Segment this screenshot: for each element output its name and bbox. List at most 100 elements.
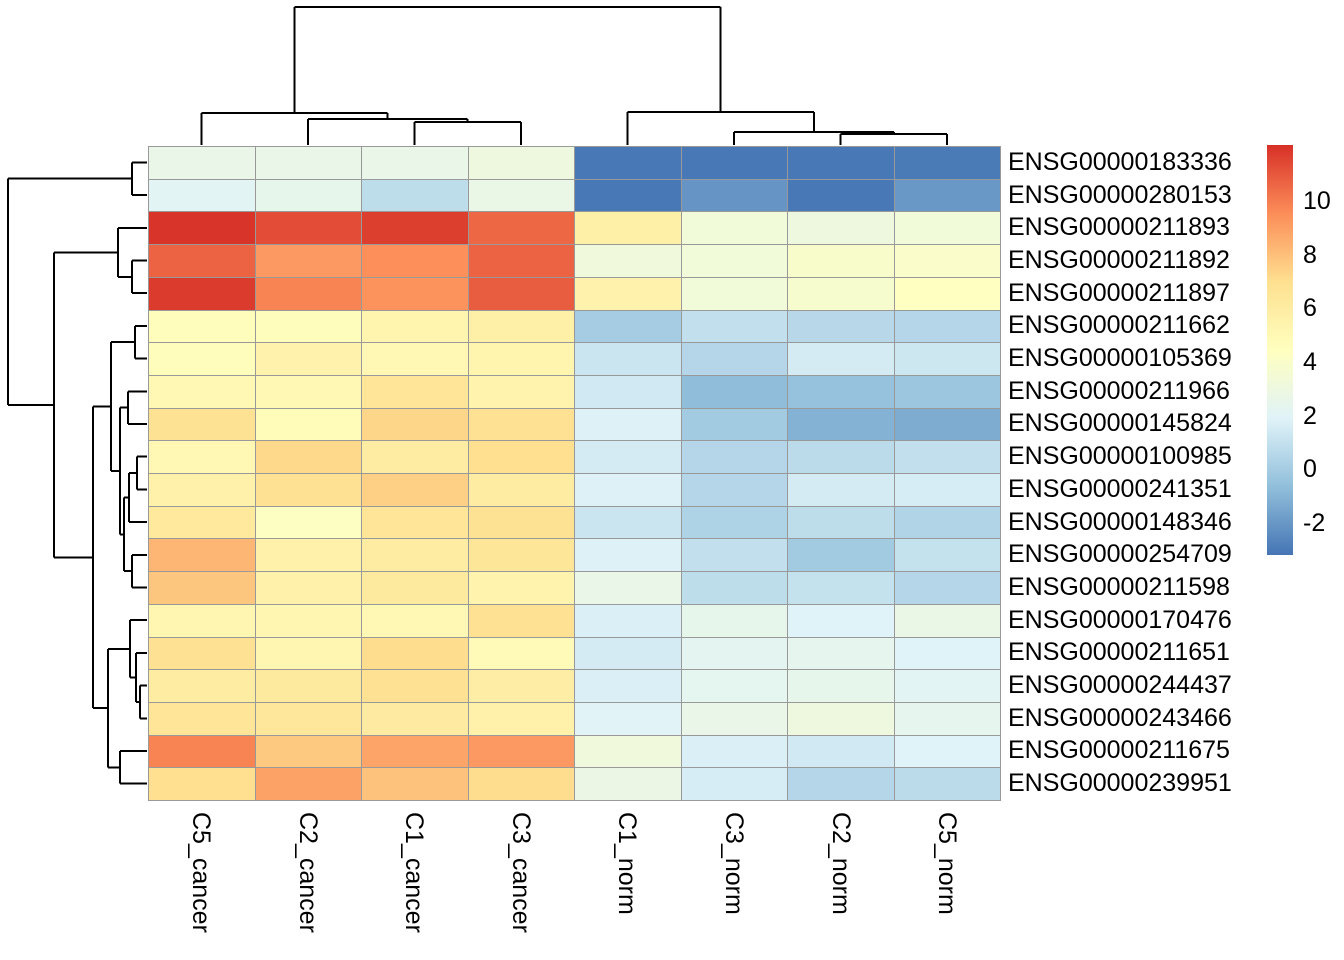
heatmap-cell xyxy=(469,376,574,408)
heatmap-cell xyxy=(788,147,894,179)
row-label: ENSG00000211892 xyxy=(1008,246,1230,274)
heatmap-cell xyxy=(362,670,468,702)
heatmap-grid xyxy=(148,146,1001,801)
row-label: ENSG00000183336 xyxy=(1008,148,1232,176)
column-label: C1_norm xyxy=(613,812,641,915)
heatmap-cell xyxy=(682,376,787,408)
heatmap-cell xyxy=(149,474,255,506)
heatmap-cell xyxy=(895,245,1000,277)
heatmap-cell xyxy=(469,245,574,277)
heatmap-cell xyxy=(682,768,787,800)
heatmap-cell xyxy=(149,409,255,440)
heatmap-cell xyxy=(682,311,787,342)
heatmap-cell xyxy=(575,409,681,440)
row-label: ENSG00000211893 xyxy=(1008,213,1230,241)
heatmap-cell xyxy=(362,376,468,408)
heatmap-cell xyxy=(362,638,468,669)
heatmap-cell xyxy=(788,507,894,538)
row-label: ENSG00000241351 xyxy=(1008,475,1232,503)
heatmap-cell xyxy=(788,441,894,473)
heatmap-cell xyxy=(788,768,894,800)
heatmap-cell xyxy=(788,670,894,702)
heatmap-cell xyxy=(149,212,255,244)
heatmap-cell xyxy=(788,539,894,571)
row-label: ENSG00000211662 xyxy=(1008,311,1230,339)
heatmap-cell xyxy=(788,245,894,277)
heatmap-cell xyxy=(575,638,681,669)
heatmap-cell xyxy=(149,670,255,702)
heatmap-cell xyxy=(575,703,681,735)
heatmap-cell xyxy=(149,311,255,342)
legend-tick-label: 4 xyxy=(1303,348,1317,376)
heatmap-cell xyxy=(895,703,1000,735)
legend-tick-label: 8 xyxy=(1303,241,1317,269)
heatmap-cell xyxy=(575,768,681,800)
heatmap-cell xyxy=(788,376,894,408)
heatmap-cell xyxy=(575,441,681,473)
heatmap-cell xyxy=(575,507,681,538)
heatmap-cell xyxy=(149,180,255,211)
heatmap-cell xyxy=(256,212,361,244)
heatmap-cell xyxy=(895,409,1000,440)
heatmap-cell xyxy=(682,670,787,702)
heatmap-cell xyxy=(469,539,574,571)
heatmap-cell xyxy=(256,638,361,669)
heatmap-cell xyxy=(575,376,681,408)
column-label: C2_norm xyxy=(827,812,855,915)
row-label: ENSG00000148346 xyxy=(1008,508,1232,536)
heatmap-cell xyxy=(682,703,787,735)
heatmap-cell xyxy=(575,539,681,571)
heatmap-cell xyxy=(469,311,574,342)
row-label: ENSG00000170476 xyxy=(1008,606,1232,634)
heatmap-cell xyxy=(895,278,1000,310)
column-dendrogram xyxy=(200,6,949,145)
heatmap-cell xyxy=(469,278,574,310)
heatmap-cell xyxy=(895,311,1000,342)
heatmap-cell xyxy=(362,180,468,211)
heatmap-cell xyxy=(469,441,574,473)
heatmap-cell xyxy=(362,539,468,571)
heatmap-cell xyxy=(788,572,894,604)
heatmap-cell xyxy=(682,441,787,473)
column-label: C3_norm xyxy=(720,812,748,915)
heatmap-cell xyxy=(256,147,361,179)
heatmap-cell xyxy=(149,343,255,375)
heatmap-cell xyxy=(362,507,468,538)
heatmap-cell xyxy=(469,768,574,800)
heatmap-cell xyxy=(362,703,468,735)
heatmap-cell xyxy=(788,212,894,244)
heatmap-cell xyxy=(788,638,894,669)
heatmap-cell xyxy=(682,736,787,767)
row-label: ENSG00000211598 xyxy=(1008,573,1230,601)
heatmap-cell xyxy=(682,605,787,637)
heatmap-cell xyxy=(149,572,255,604)
column-label: C2_cancer xyxy=(294,812,322,933)
heatmap-cell xyxy=(256,768,361,800)
row-label: ENSG00000105369 xyxy=(1008,344,1232,372)
heatmap-cell xyxy=(469,507,574,538)
row-label: ENSG00000211675 xyxy=(1008,736,1230,764)
heatmap-cell xyxy=(682,507,787,538)
heatmap-cell xyxy=(256,441,361,473)
heatmap-cell xyxy=(469,212,574,244)
heatmap-cell xyxy=(469,670,574,702)
heatmap-cell xyxy=(469,638,574,669)
row-label: ENSG00000211897 xyxy=(1008,279,1230,307)
heatmap-cell xyxy=(469,180,574,211)
heatmap-cell xyxy=(575,245,681,277)
heatmap-cell xyxy=(256,474,361,506)
heatmap-cell xyxy=(575,670,681,702)
heatmap-cell xyxy=(895,507,1000,538)
heatmap-cell xyxy=(149,245,255,277)
heatmap-cell xyxy=(682,212,787,244)
heatmap-cell xyxy=(256,180,361,211)
heatmap-cell xyxy=(256,376,361,408)
heatmap-cell xyxy=(256,507,361,538)
heatmap-cell xyxy=(362,572,468,604)
heatmap-cell xyxy=(575,278,681,310)
heatmap-cell xyxy=(788,605,894,637)
row-label: ENSG00000239951 xyxy=(1008,769,1232,797)
row-dendrogram xyxy=(7,161,147,785)
